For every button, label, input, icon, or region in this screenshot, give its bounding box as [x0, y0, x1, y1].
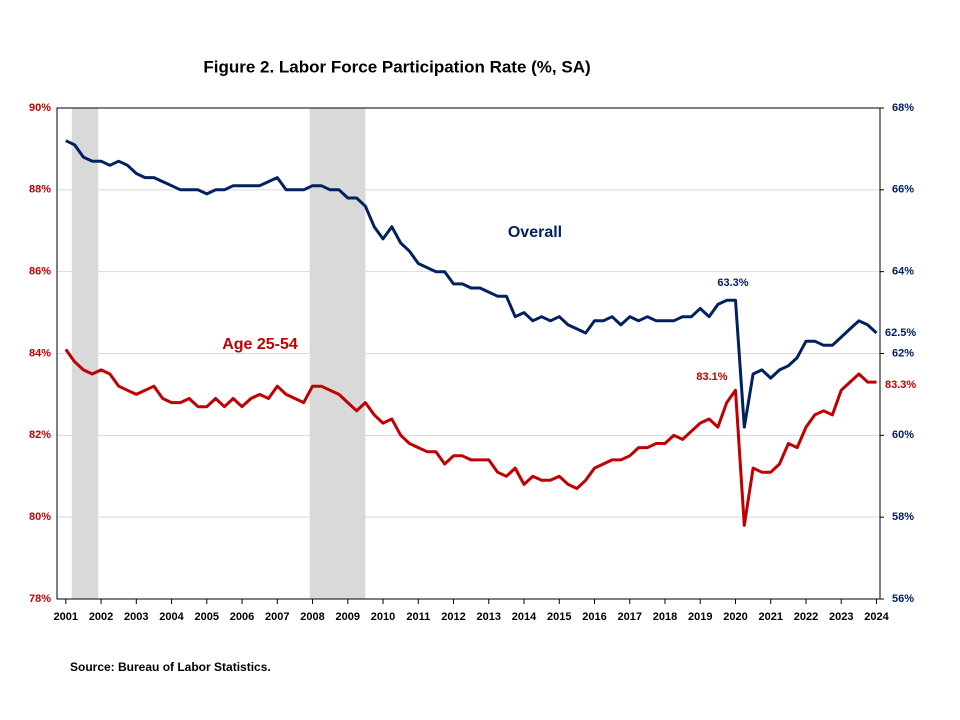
y-tick-label: 84% — [29, 347, 51, 359]
x-tick-label: 2020 — [723, 611, 747, 623]
y2-tick-label: 64% — [892, 266, 914, 278]
x-tick-label: 2018 — [653, 611, 677, 623]
series-line — [64, 348, 877, 527]
series-label: Overall — [508, 224, 562, 241]
y2-tick-label: 62% — [892, 347, 914, 359]
x-tick-label: 2011 — [406, 611, 430, 623]
x-tick-label: 2013 — [477, 611, 501, 623]
x-tick-label: 2009 — [336, 611, 360, 623]
x-tick-label: 2007 — [265, 611, 289, 623]
x-tick-label: 2008 — [300, 611, 324, 623]
x-tick-label: 2006 — [230, 611, 254, 623]
x-tick-label: 2014 — [512, 611, 537, 623]
source-note: Source: Bureau of Labor Statistics. — [70, 660, 271, 674]
x-tick-label: 2017 — [618, 611, 642, 623]
y2-tick-label: 58% — [892, 511, 914, 523]
x-tick-label: 2016 — [582, 611, 606, 623]
x-tick-label: 2005 — [195, 611, 219, 623]
x-tick-label: 2003 — [124, 611, 148, 623]
x-tick-label: 2024 — [864, 611, 889, 623]
y-tick-label: 82% — [29, 429, 51, 441]
value-annotation: 83.3% — [885, 379, 916, 391]
plot-frame — [56, 107, 881, 600]
x-tick-label: 2002 — [89, 611, 113, 623]
y2-tick-label: 68% — [892, 102, 914, 114]
x-tick-label: 2021 — [758, 611, 782, 623]
x-tick-label: 2001 — [54, 611, 78, 623]
y2-tick-label: 56% — [892, 593, 914, 605]
x-tick-label: 2010 — [371, 611, 395, 623]
x-tick-label: 2019 — [688, 611, 712, 623]
x-tick-label: 2015 — [547, 611, 571, 623]
x-tick-label: 2022 — [794, 611, 818, 623]
y-tick-label: 80% — [29, 511, 51, 523]
x-tick-label: 2012 — [441, 611, 465, 623]
value-annotation: 83.1% — [696, 371, 727, 383]
y-tick-label: 78% — [29, 593, 51, 605]
y2-tick-label: 66% — [892, 184, 914, 196]
series-label: Age 25-54 — [222, 336, 298, 353]
value-annotation: 63.3% — [717, 277, 748, 289]
y-tick-label: 90% — [29, 102, 51, 114]
x-tick-label: 2004 — [159, 611, 184, 623]
y-tick-label: 88% — [29, 184, 51, 196]
x-tick-label: 2023 — [829, 611, 853, 623]
y-tick-label: 86% — [29, 266, 51, 278]
value-annotation: 62.5% — [885, 327, 916, 339]
series-line — [65, 139, 878, 429]
chart-title: Figure 2. Labor Force Participation Rate… — [203, 57, 590, 76]
y2-tick-label: 60% — [892, 429, 914, 441]
